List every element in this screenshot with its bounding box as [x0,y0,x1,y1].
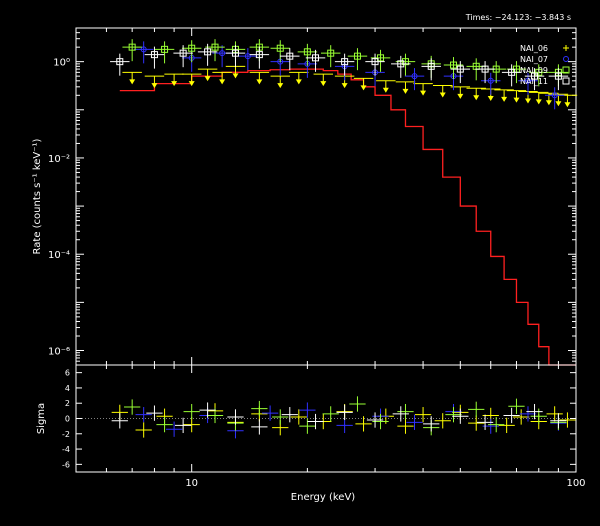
x-tick-label: 10 [185,478,198,489]
upper-limit-arrow [360,85,367,91]
data-point [377,54,385,62]
data-point [411,73,418,80]
upper-limit-arrow [151,83,158,89]
data-point [427,62,435,70]
data-point [401,58,409,66]
data-point [244,53,251,60]
y-tick-label: 10⁰ [53,58,70,69]
upper-limit-arrow [171,81,178,87]
upper-limit-arrow [204,76,211,82]
data-point [551,92,558,99]
data-point [554,72,562,80]
legend: NAI_06 NAI_07 NAI_09 NAI_11 [520,44,570,86]
upper-limit-arrow [402,88,409,94]
data-point [204,48,212,56]
data-point [535,68,543,76]
data-point [150,51,158,59]
y-tick-label: -2 [62,430,70,439]
upper-limit-arrow [219,79,226,85]
upper-limit-arrow [564,102,571,108]
data-point [179,49,187,57]
data-point [286,52,294,60]
data-point [231,49,239,57]
y-tick-label: 2 [65,399,70,408]
data-point [481,65,489,73]
y-tick-label: 4 [65,384,70,393]
upper-limit-arrow [295,79,302,85]
upper-limit-arrow [487,96,494,102]
legend-marker [562,77,570,85]
legend-label: NAI_09 [520,66,548,75]
upper-limit-arrow [341,83,348,89]
upper-limit-arrow [524,98,531,104]
data-point [312,54,320,62]
y-tick-label: -4 [62,445,70,454]
data-point [327,49,335,57]
data-point [531,72,539,80]
residuals-y-axis-label: Sigma [36,403,47,434]
upper-limit-arrow [513,97,520,103]
data-point [371,58,379,66]
data-point [524,77,531,84]
legend-marker [563,56,569,62]
data-point [255,51,263,59]
y-tick-label: 10⁻⁴ [48,250,70,261]
data-point [219,50,226,57]
upper-limit-arrow [382,87,389,93]
x-tick-label: 100 [566,478,585,489]
upper-limit-arrow [188,81,195,87]
upper-limit-arrow [439,92,446,98]
upper-limit-arrow [457,93,464,99]
data-point [188,44,196,52]
upper-limit-arrow [555,101,562,107]
data-point [303,48,311,56]
data-point [116,58,124,66]
upper-limit-arrow [320,81,327,87]
data-point [128,43,136,51]
data-point [508,68,516,76]
legend-label: NAI_11 [520,77,548,86]
data-point [276,44,284,52]
upper-limit-arrow [501,96,508,102]
residuals-panel: 10 100 6 4 2 0 -2 -4 -6 [62,364,586,489]
data-point [456,65,464,73]
upper-limit-arrow [420,90,427,96]
model-line [119,68,576,366]
legend-label: NAI_06 [520,44,548,53]
data-point [140,46,147,53]
legend-marker [562,66,570,74]
spectrum-frame [75,27,577,366]
upper-limit-arrow [232,73,239,79]
times-label: Times: −24.123: −3.843 s [465,13,571,22]
y-tick-label: 6 [65,369,70,378]
data-point [341,58,349,66]
data-point [161,45,169,53]
data-point [487,77,494,84]
upper-limit-arrow [535,99,542,105]
legend-label: NAI_07 [520,55,548,64]
spectrum-panel: 10⁰ 10⁻² 10⁻⁴ 10⁻⁶ [48,27,578,366]
upper-limit-arrow [129,79,136,85]
y-tick-label: 10⁻² [48,154,70,165]
data-point [353,52,361,60]
upper-limit-arrow [256,79,263,85]
data-point [211,43,219,51]
y-tick-label: 10⁻⁶ [48,347,70,358]
data-point [397,60,405,68]
y-tick-label: -6 [62,460,70,469]
x-axis-label: Energy (keV) [291,492,356,503]
y-tick-label: 0 [65,415,70,424]
upper-limit-arrow [473,95,480,101]
upper-limit-arrow [545,100,552,106]
spectrum-y-axis-label: Rate (counts s⁻¹ keV⁻¹) [32,138,43,254]
data-point [449,61,457,69]
upper-limit-arrow [277,83,284,89]
